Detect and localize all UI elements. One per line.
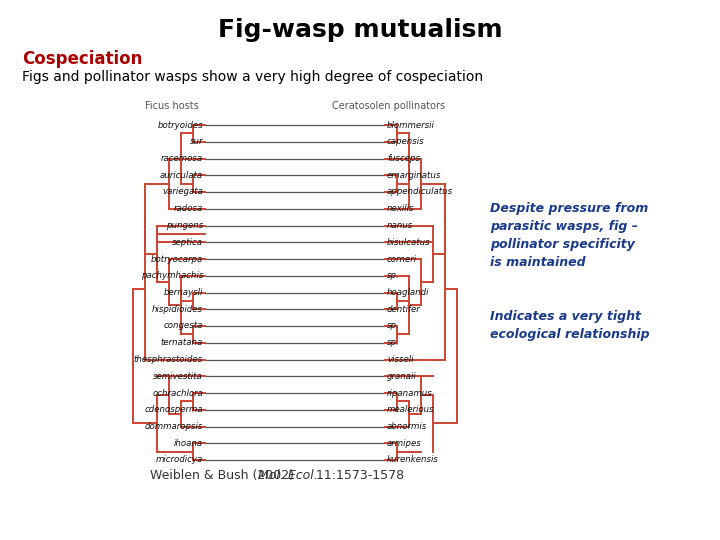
Text: auriculata: auriculata <box>160 171 203 180</box>
Text: Cospeciation: Cospeciation <box>22 50 143 68</box>
Text: cdenosperma: cdenosperma <box>145 405 203 414</box>
Text: nexilis: nexilis <box>387 204 415 213</box>
Text: capensis: capensis <box>387 137 425 146</box>
Text: Mol. Ecol.: Mol. Ecol. <box>258 469 318 482</box>
Text: dentifer: dentifer <box>387 305 420 314</box>
Text: pachymhachis: pachymhachis <box>140 271 203 280</box>
Text: mealerious: mealerious <box>387 405 435 414</box>
Text: bisulcatus: bisulcatus <box>387 238 431 247</box>
Text: emarginatus: emarginatus <box>387 171 441 180</box>
Text: pungens: pungens <box>166 221 203 230</box>
Text: hoaglandi: hoaglandi <box>387 288 430 297</box>
Text: visseli: visseli <box>387 355 413 364</box>
Text: semivestita: semivestita <box>153 372 203 381</box>
Text: racemosa: racemosa <box>161 154 203 163</box>
Text: sp.: sp. <box>387 271 400 280</box>
Text: thesphrastoides: thesphrastoides <box>134 355 203 364</box>
Text: nanus: nanus <box>387 221 413 230</box>
Text: Ficus hosts: Ficus hosts <box>145 101 199 111</box>
Text: appendiculatus: appendiculatus <box>387 187 453 197</box>
Text: ternatana: ternatana <box>161 338 203 347</box>
Text: blommersii: blommersii <box>387 120 435 130</box>
Text: sp.: sp. <box>387 321 400 330</box>
Text: Figs and pollinator wasps show a very high degree of cospeciation: Figs and pollinator wasps show a very hi… <box>22 70 483 84</box>
Text: dommaropsis: dommaropsis <box>145 422 203 431</box>
Text: ripanamus: ripanamus <box>387 388 433 397</box>
Text: Despite pressure from
parasitic wasps, fig –
pollinator specificity
is maintaine: Despite pressure from parasitic wasps, f… <box>490 202 648 269</box>
Text: bernaysli: bernaysli <box>163 288 203 297</box>
Text: kurenkensis: kurenkensis <box>387 456 439 464</box>
Text: fusceps: fusceps <box>387 154 420 163</box>
Text: Indicates a very tight
ecological relationship: Indicates a very tight ecological relati… <box>490 310 649 341</box>
Text: Weiblen & Bush (2002): Weiblen & Bush (2002) <box>150 469 298 482</box>
Text: armipes: armipes <box>387 438 422 448</box>
Text: ochrachlora: ochrachlora <box>152 388 203 397</box>
Text: hispidioides: hispidioides <box>152 305 203 314</box>
Text: Fig-wasp mutualism: Fig-wasp mutualism <box>217 18 503 42</box>
Text: sp.: sp. <box>387 338 400 347</box>
Text: botryocarpa: botryocarpa <box>150 254 203 264</box>
Text: septica: septica <box>172 238 203 247</box>
Text: sur: sur <box>189 137 203 146</box>
Text: microdicya: microdicya <box>156 456 203 464</box>
Text: variegata: variegata <box>162 187 203 197</box>
Text: 11:1573-1578: 11:1573-1578 <box>312 469 404 482</box>
Text: Ceratosolen pollinators: Ceratosolen pollinators <box>332 101 445 111</box>
Text: ihoana: ihoana <box>174 438 203 448</box>
Text: abnormis: abnormis <box>387 422 427 431</box>
Text: botryoides: botryoides <box>158 120 203 130</box>
Text: radosa: radosa <box>174 204 203 213</box>
Text: corneri: corneri <box>387 254 417 264</box>
Text: granaii: granaii <box>387 372 417 381</box>
Text: congesta: congesta <box>163 321 203 330</box>
